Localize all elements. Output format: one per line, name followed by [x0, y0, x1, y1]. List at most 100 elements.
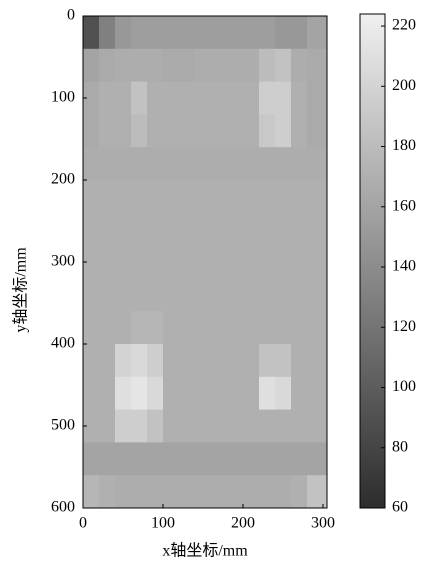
heatmap-cell — [211, 278, 228, 312]
heatmap-cell — [291, 48, 308, 83]
heatmap-cell — [83, 245, 100, 279]
heatmap-cell — [259, 245, 276, 279]
heatmap-cell — [163, 311, 180, 345]
heatmap-cell — [275, 147, 292, 181]
heatmap-cell — [179, 147, 196, 181]
heatmap-cell — [163, 48, 180, 83]
heatmap-cell — [147, 409, 164, 443]
heatmap-cell — [83, 311, 100, 345]
heatmap-cell — [147, 344, 164, 378]
heatmap-cell — [291, 278, 308, 312]
heatmap-cell — [259, 442, 276, 476]
heatmap-cell — [163, 376, 180, 411]
heatmap-cell — [147, 147, 164, 181]
heatmap-cell — [307, 311, 328, 345]
heatmap-cell — [163, 409, 180, 443]
heatmap-cell — [83, 81, 100, 115]
heatmap-cell — [115, 409, 132, 443]
heatmap-cell — [83, 278, 100, 312]
heatmap-cell — [83, 475, 100, 509]
heatmap-cell — [275, 180, 292, 214]
heatmap-cell — [243, 442, 260, 476]
heatmap-cell — [211, 16, 228, 50]
heatmap-cell — [195, 409, 212, 443]
heatmap-cell — [195, 48, 212, 83]
heatmap-cell — [163, 344, 180, 378]
heatmap-cell — [211, 409, 228, 443]
heatmap-cell — [259, 376, 276, 411]
heatmap-cell — [227, 48, 244, 83]
heatmap-cell — [211, 114, 228, 148]
heatmap-cell — [115, 475, 132, 509]
heatmap-cell — [211, 442, 228, 476]
heatmap-cell — [275, 212, 292, 247]
heatmap-cell — [291, 245, 308, 279]
heatmap-cell — [227, 311, 244, 345]
heatmap-cell — [115, 81, 132, 115]
x-tick-label: 300 — [311, 515, 335, 532]
heatmap-cell — [147, 311, 164, 345]
heatmap-cell — [227, 278, 244, 312]
heatmap-cell — [259, 344, 276, 378]
heatmap-cell — [243, 147, 260, 181]
heatmap-cell — [291, 376, 308, 411]
heatmap-cell — [179, 376, 196, 411]
heatmap-cell — [227, 212, 244, 247]
heatmap-cell — [131, 409, 148, 443]
heatmap-cell — [179, 409, 196, 443]
colorbar-tick-label: 220 — [392, 17, 416, 34]
heatmap-cell — [291, 16, 308, 50]
heatmap-cell — [99, 409, 116, 443]
heatmap-cell — [227, 16, 244, 50]
heatmap-cell — [147, 81, 164, 115]
heatmap-cell — [115, 376, 132, 411]
colorbar-tick-label: 160 — [392, 197, 416, 214]
heatmap-cell — [83, 147, 100, 181]
heatmap-cell — [227, 147, 244, 181]
heatmap-cell — [307, 81, 328, 115]
heatmap-cell — [147, 475, 164, 509]
heatmap-cell — [307, 48, 328, 83]
heatmap-cell — [195, 442, 212, 476]
heatmap-cell — [211, 475, 228, 509]
heatmap-cell — [163, 442, 180, 476]
heatmap-cell — [275, 376, 292, 411]
heatmap-cell — [307, 212, 328, 247]
heatmap-cell — [259, 147, 276, 181]
heatmap-cell — [179, 212, 196, 247]
heatmap-cell — [147, 114, 164, 148]
heatmap-cell — [131, 442, 148, 476]
heatmap-cell — [259, 212, 276, 247]
heatmap-cell — [163, 81, 180, 115]
heatmap-cell — [99, 180, 116, 214]
heatmap-cell — [163, 16, 180, 50]
heatmap-cell — [243, 278, 260, 312]
heatmap-cell — [147, 376, 164, 411]
heatmap-cell — [195, 311, 212, 345]
heatmap-cell — [291, 114, 308, 148]
y-axis-label: y轴坐标/mm — [12, 247, 30, 333]
heatmap-cell — [227, 409, 244, 443]
heatmap-cell — [275, 114, 292, 148]
heatmap-cell — [275, 81, 292, 115]
heatmap-cell — [131, 245, 148, 279]
heatmap-cell — [163, 147, 180, 181]
x-tick-label: 100 — [151, 515, 175, 532]
heatmap-cell — [179, 180, 196, 214]
heatmap-cell — [211, 147, 228, 181]
heatmap-cell — [163, 180, 180, 214]
heatmap-cell — [83, 114, 100, 148]
heatmap-cell — [147, 16, 164, 50]
heatmap-cell — [99, 278, 116, 312]
heatmap-cell — [83, 409, 100, 443]
heatmap-cell — [179, 344, 196, 378]
y-tick-label: 400 — [51, 335, 75, 352]
heatmap-cell — [307, 16, 328, 50]
heatmap-cell — [211, 81, 228, 115]
heatmap-cell — [227, 344, 244, 378]
heatmap-cell — [275, 311, 292, 345]
heatmap-cell — [131, 212, 148, 247]
heatmap-cell — [259, 409, 276, 443]
heatmap-cell — [259, 16, 276, 50]
